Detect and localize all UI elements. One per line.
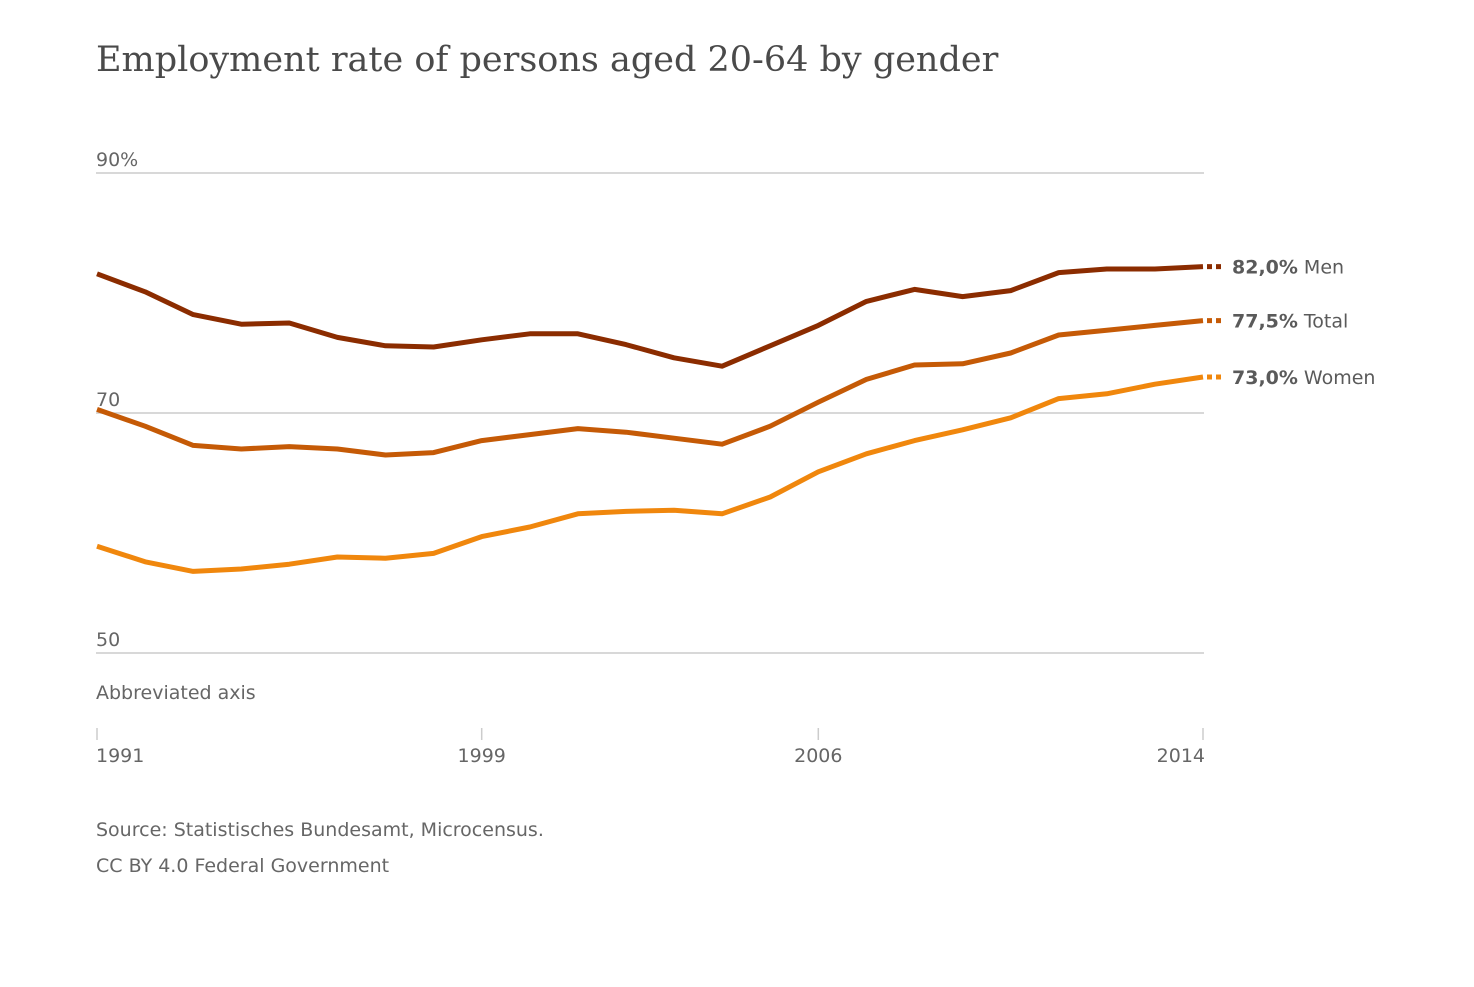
x-tick-label: 1991 xyxy=(96,745,144,767)
y-tick-label: 90% xyxy=(96,149,138,171)
x-tick-label: 1999 xyxy=(458,745,506,767)
series-end-value: 77,5% xyxy=(1232,311,1298,333)
series-lines xyxy=(96,264,1204,574)
series-end-value: 82,0% xyxy=(1232,257,1298,279)
y-axis-labels: 90% 70 50 xyxy=(96,149,138,651)
x-axis: 1991 1999 2006 2014 xyxy=(96,728,1205,767)
series-line-women xyxy=(96,374,1204,574)
series-end-name: Women xyxy=(1304,367,1376,389)
series-line-men xyxy=(96,264,1204,369)
abbreviated-axis-note: Abbreviated axis xyxy=(96,682,256,704)
source-note: Source: Statistisches Bundesamt, Microce… xyxy=(96,819,544,841)
x-tick-label: 2006 xyxy=(794,745,842,767)
series-end-name: Men xyxy=(1304,257,1344,279)
y-tick-label: 70 xyxy=(96,389,120,411)
series-end-label-total: 77,5% Total xyxy=(1232,311,1348,333)
series-end-name: Total xyxy=(1303,311,1348,333)
series-end-value: 73,0% xyxy=(1232,367,1298,389)
y-gridlines xyxy=(96,172,1204,654)
license-note: CC BY 4.0 Federal Government xyxy=(96,855,389,877)
series-end-label-men: 82,0% Men xyxy=(1232,257,1344,279)
x-tick-label: 2014 xyxy=(1157,745,1205,767)
series-line-total xyxy=(96,318,1204,458)
series-end-labels: 82,0% Men 77,5% Total 73,0% Women xyxy=(1207,257,1375,389)
y-tick-label: 50 xyxy=(96,629,120,651)
series-end-label-women: 73,0% Women xyxy=(1232,367,1375,389)
chart-title: Employment rate of persons aged 20-64 by… xyxy=(96,40,999,80)
